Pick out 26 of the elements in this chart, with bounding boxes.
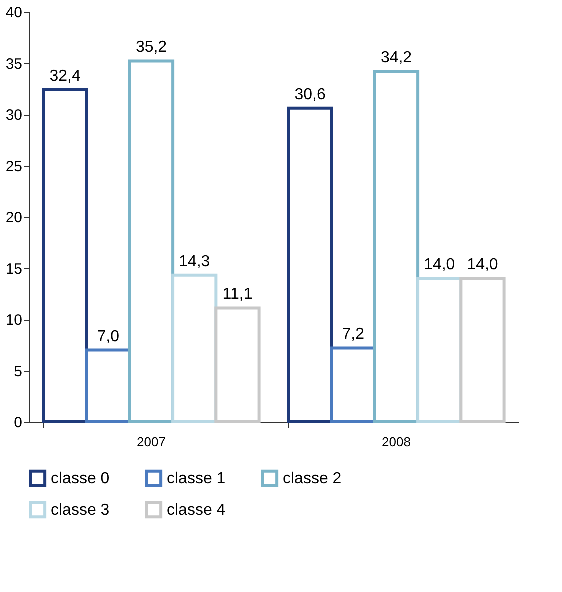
y-tick-label: 40 (6, 4, 22, 22)
legend-label: classe 1 (167, 470, 226, 488)
data-label: 14,0 (467, 256, 498, 274)
y-tick-label: 20 (6, 210, 22, 226)
legend-label: classe 2 (283, 470, 342, 488)
data-label: 34,2 (380, 49, 412, 66)
data-label: 14,3 (179, 253, 210, 270)
x-tick-label: 2008 (382, 434, 411, 450)
legend-label: classe 4 (167, 502, 226, 519)
y-tick-label: 30 (6, 107, 22, 124)
data-label: 35,2 (136, 39, 168, 56)
data-label: 11,1 (222, 286, 253, 304)
data-label: 32,4 (50, 68, 81, 85)
legend-label: classe 0 (51, 470, 110, 488)
data-label: 30,6 (294, 86, 326, 104)
y-tick-label: 25 (6, 158, 22, 176)
y-tick-label: 10 (6, 312, 22, 329)
legend-label: classe 3 (51, 502, 110, 519)
data-label: 7,2 (342, 326, 365, 344)
x-tick-label: 2007 (137, 434, 166, 450)
y-tick-label: 35 (6, 56, 22, 73)
data-label: 7,0 (97, 328, 120, 346)
y-tick-label: 0 (14, 414, 22, 432)
y-tick-label: 5 (14, 363, 22, 380)
data-label: 14,0 (424, 256, 456, 274)
y-tick-label: 15 (6, 260, 22, 278)
